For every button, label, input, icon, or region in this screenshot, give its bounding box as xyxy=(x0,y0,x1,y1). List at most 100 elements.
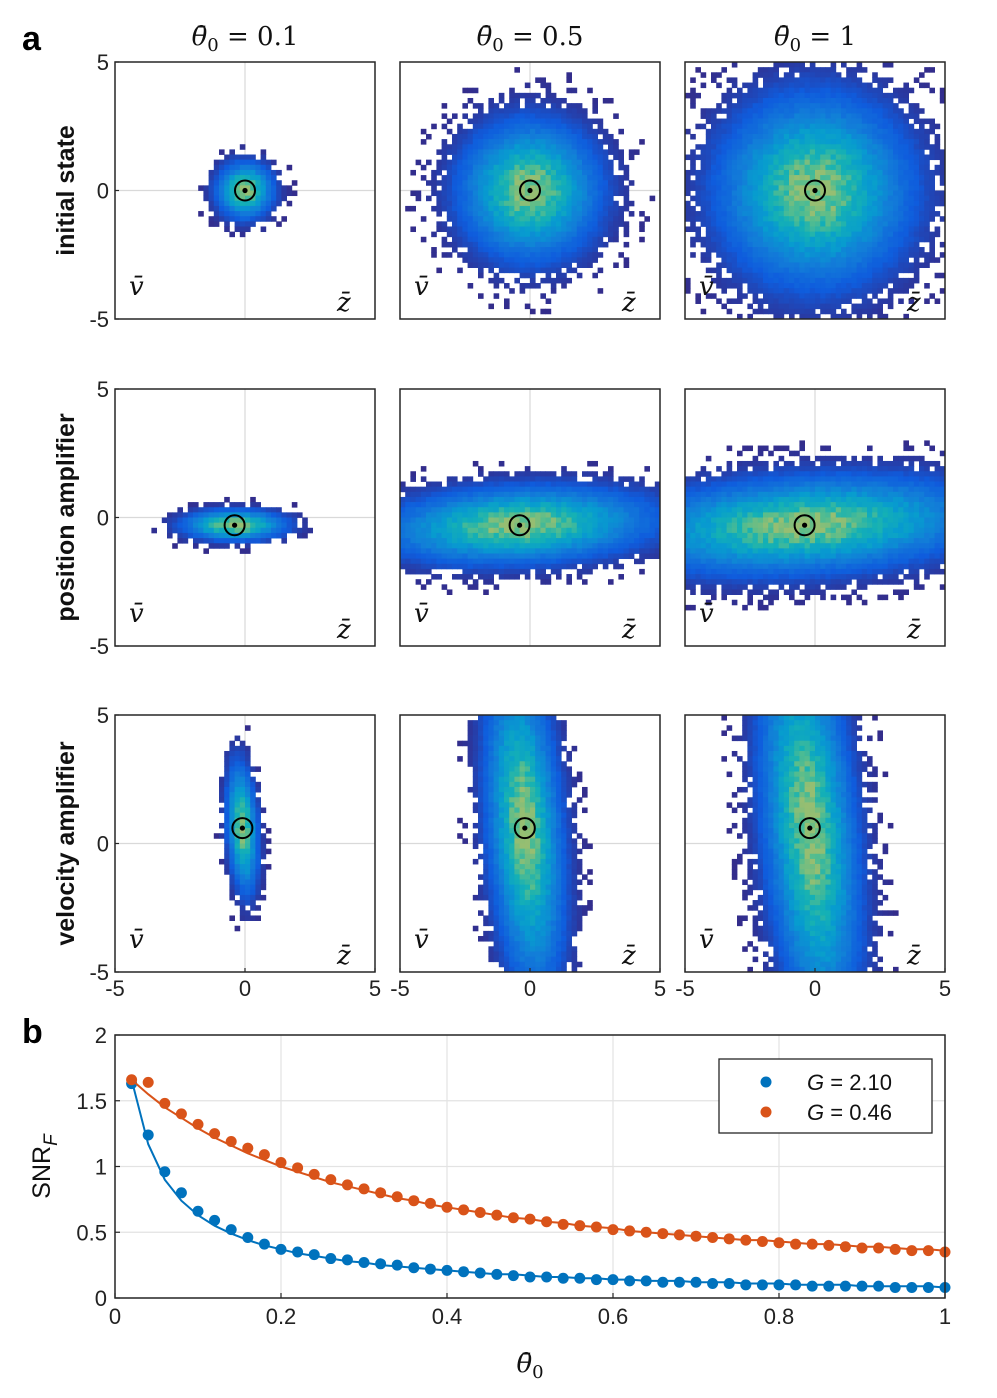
heatmap-cell xyxy=(524,236,531,243)
heatmap-cell xyxy=(731,77,738,83)
heatmap-cell xyxy=(571,221,578,227)
heatmap-cell xyxy=(457,491,463,498)
heatmap-cell xyxy=(618,211,624,217)
heatmap-cell xyxy=(778,211,785,217)
heatmap-cell xyxy=(556,558,562,565)
heatmap-cell xyxy=(457,512,463,518)
heatmap-cell xyxy=(757,532,764,539)
heatmap-cell xyxy=(587,169,593,176)
heatmap-cell xyxy=(872,303,878,310)
heatmap-cell xyxy=(804,175,811,181)
heatmap-cell xyxy=(514,558,520,565)
heatmap-cell xyxy=(545,226,552,233)
heatmap-cell xyxy=(898,92,904,99)
heatmap-cell xyxy=(851,175,857,181)
y-tick-label: 0 xyxy=(97,506,109,531)
heatmap-cell xyxy=(763,231,769,238)
heatmap-cell xyxy=(752,226,759,233)
heatmap-cell xyxy=(545,548,552,554)
heatmap-cell xyxy=(504,221,510,227)
heatmap-cell xyxy=(608,496,614,503)
heatmap-cell xyxy=(250,185,256,191)
heatmap-cell xyxy=(519,568,526,575)
heatmap-cell xyxy=(576,221,583,227)
heatmap-cell xyxy=(467,144,474,150)
heatmap-cell xyxy=(545,113,552,119)
heatmap-cell xyxy=(519,522,526,529)
heatmap-cell xyxy=(587,175,593,181)
heatmap-cell xyxy=(571,247,578,253)
heatmap-cell xyxy=(804,262,811,268)
heatmap-cell xyxy=(726,548,733,554)
heatmap-cell xyxy=(716,298,722,304)
heatmap-cell xyxy=(695,216,701,222)
heatmap-cell xyxy=(752,231,759,238)
heatmap-cell xyxy=(747,548,753,554)
heatmap-cell xyxy=(634,481,640,488)
heatmap-cell xyxy=(281,216,287,222)
heatmap-cell xyxy=(436,532,442,539)
heatmap-cell xyxy=(757,460,764,467)
heatmap-cell xyxy=(861,288,868,294)
heatmap-cell xyxy=(825,87,831,94)
heatmap-cell xyxy=(213,159,220,166)
heatmap-cell xyxy=(556,543,562,549)
heatmap-cell xyxy=(271,512,277,518)
heatmap-cell xyxy=(213,185,220,191)
heatmap-cell xyxy=(524,180,531,186)
heatmap-cell xyxy=(737,589,743,595)
heatmap-cell xyxy=(431,507,437,513)
heatmap-cell xyxy=(752,216,759,222)
heatmap-cell xyxy=(488,154,494,161)
heatmap-cell xyxy=(716,149,722,155)
heatmap-cell xyxy=(478,108,484,114)
heatmap-cell xyxy=(415,517,422,524)
heatmap-cell xyxy=(493,283,500,289)
heatmap-cell xyxy=(804,267,811,274)
heatmap-cell xyxy=(608,195,614,202)
heatmap-cell xyxy=(856,139,863,145)
heatmap-cell xyxy=(514,154,520,161)
heatmap-cell xyxy=(695,180,701,186)
heatmap-cell xyxy=(514,169,520,176)
heatmap-cell xyxy=(737,466,743,472)
heatmap-cell xyxy=(685,507,691,513)
heatmap-cell xyxy=(530,517,536,524)
heatmap-cell xyxy=(783,139,790,145)
heatmap-cell xyxy=(887,123,894,130)
heatmap-cell xyxy=(260,517,267,524)
heatmap-cell xyxy=(768,133,774,140)
heatmap-cell xyxy=(872,154,878,161)
heatmap-cell xyxy=(861,97,868,104)
heatmap-cell xyxy=(519,257,526,263)
heatmap-cell xyxy=(773,205,779,212)
heatmap-cell xyxy=(752,123,759,130)
heatmap-cell xyxy=(835,164,842,171)
heatmap-cell xyxy=(685,584,691,590)
heatmap-cell xyxy=(571,496,578,503)
heatmap-cell xyxy=(794,283,800,289)
heatmap-cell xyxy=(861,216,868,222)
heatmap-cell xyxy=(789,175,795,181)
heatmap-cell xyxy=(441,548,448,554)
heatmap-cell xyxy=(514,502,520,508)
heatmap-cell xyxy=(623,538,630,544)
heatmap-cell xyxy=(545,175,552,181)
heatmap-cell xyxy=(576,568,583,575)
heatmap-cell xyxy=(592,185,598,191)
heatmap-cell xyxy=(431,563,437,570)
heatmap-cell xyxy=(219,159,225,166)
heatmap-cell xyxy=(550,491,557,498)
heatmap-cell xyxy=(592,538,598,544)
heatmap-cell xyxy=(851,200,857,207)
heatmap-cell xyxy=(566,221,572,227)
heatmap-cell xyxy=(726,486,733,493)
heatmap-cell xyxy=(576,481,583,488)
heatmap-cell xyxy=(488,476,494,482)
heatmap-cell xyxy=(276,527,282,534)
heatmap-cell xyxy=(851,72,857,78)
heatmap-cell xyxy=(187,522,194,529)
heatmap-cell xyxy=(690,604,696,611)
heatmap-cell xyxy=(737,486,743,493)
heatmap-cell xyxy=(524,272,531,279)
